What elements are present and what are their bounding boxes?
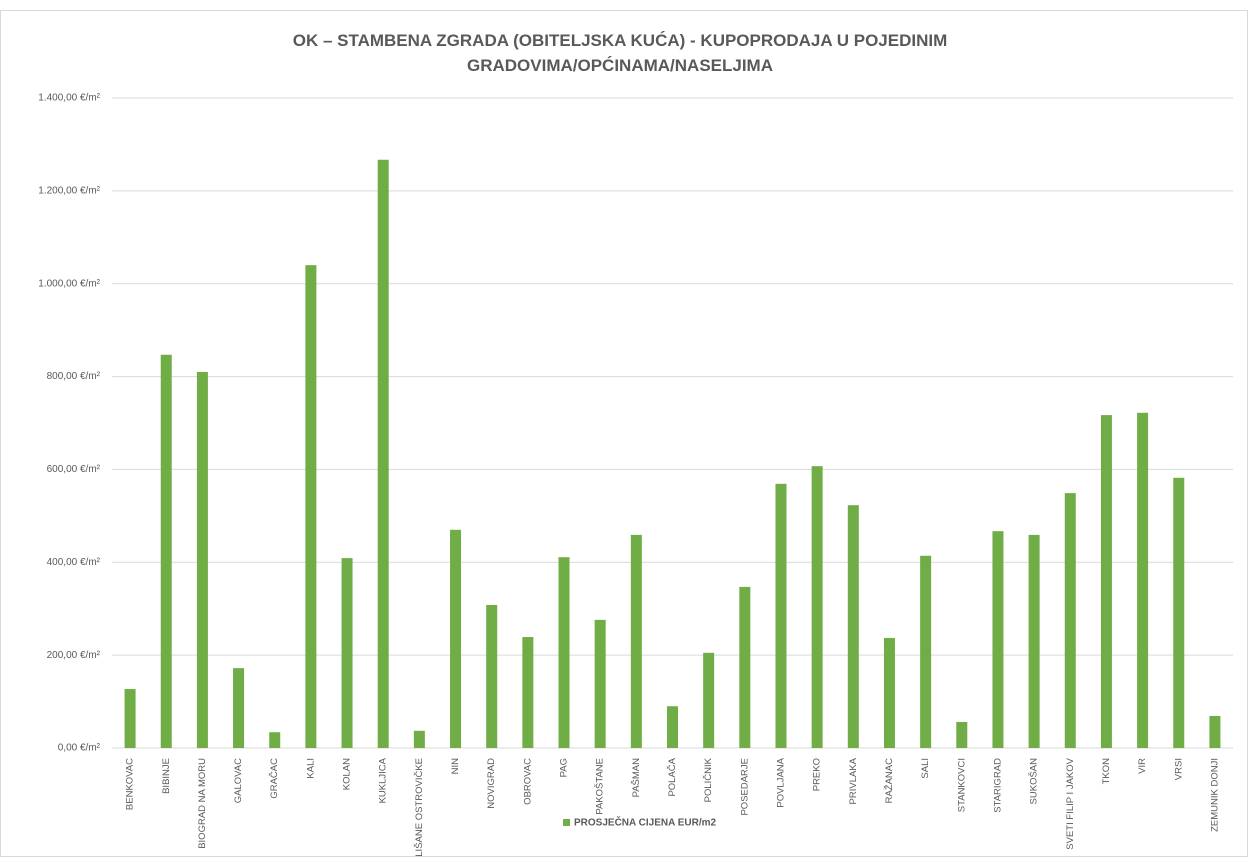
x-tick-label: NIN xyxy=(450,758,461,775)
x-tick-label: BENKOVAC xyxy=(125,758,136,810)
x-tick-label: RAŽANAC xyxy=(884,758,895,804)
x-tick-label: POVLJANA xyxy=(775,757,786,807)
bar xyxy=(1209,715,1221,748)
x-tick-label: GALOVAC xyxy=(233,758,244,803)
bar xyxy=(1100,415,1112,748)
y-tick-label: 1.400,00 €/m² xyxy=(38,93,100,104)
bar xyxy=(667,706,678,748)
x-tick-label: PAKOŠTANE xyxy=(595,758,606,815)
bar xyxy=(486,605,498,748)
bar xyxy=(630,534,642,748)
bar xyxy=(956,722,968,748)
y-tick-label: 200,00 €/m² xyxy=(47,650,101,661)
x-tick-label: PAG xyxy=(559,758,570,777)
bar xyxy=(1064,493,1076,748)
x-tick-label: KUKLJICA xyxy=(378,757,389,803)
bar xyxy=(233,668,245,748)
bar xyxy=(1137,412,1149,748)
bar xyxy=(124,689,136,748)
bar xyxy=(811,466,823,748)
bar xyxy=(377,159,389,748)
bar xyxy=(775,483,787,748)
y-tick-label: 1.200,00 €/m² xyxy=(38,185,100,196)
bar xyxy=(269,732,281,748)
y-tick-label: 800,00 €/m² xyxy=(47,371,101,382)
bar xyxy=(160,354,172,748)
x-tick-label: VRSI xyxy=(1173,758,1184,780)
bar xyxy=(413,730,425,748)
x-tick-label: STARIGRAD xyxy=(992,758,1003,813)
x-tick-label: POLIČNIK xyxy=(703,757,714,802)
bar xyxy=(196,371,208,748)
x-tick-label: SVETI FILIP I JAKOV xyxy=(1065,757,1076,849)
bar xyxy=(703,652,715,748)
x-tick-label: SALI xyxy=(920,758,931,779)
bar xyxy=(341,558,353,748)
x-tick-label: BIOGRAD NA MORU xyxy=(197,758,208,849)
legend-swatch xyxy=(563,819,570,826)
x-tick-label: OBROVAC xyxy=(522,758,533,805)
x-tick-label: KALI xyxy=(305,758,316,779)
bar xyxy=(920,555,932,748)
x-tick-label: KOLAN xyxy=(342,758,353,790)
x-tick-label: ZEMUNIK DONJI xyxy=(1209,758,1220,832)
x-tick-label: POSEDARJE xyxy=(739,758,750,816)
bar xyxy=(450,529,462,748)
x-tick-label: GRAČAC xyxy=(269,758,280,799)
bar xyxy=(883,637,895,748)
bar xyxy=(992,531,1004,748)
y-tick-label: 0,00 €/m² xyxy=(58,743,101,754)
x-tick-label: PAŠMAN xyxy=(631,758,642,798)
chart-border xyxy=(0,10,1248,857)
legend-label: PROSJEČNA CIJENA EUR/m2 xyxy=(574,816,717,829)
x-tick-label: STANKOVCI xyxy=(956,758,967,812)
x-tick-label: TKON xyxy=(1101,758,1112,785)
chart-title: OK – STAMBENA ZGRADA (OBITELJSKA KUĆA) -… xyxy=(293,31,948,75)
x-tick-label: NOVIGRAD xyxy=(486,758,497,809)
x-tick-label: VIR xyxy=(1137,758,1148,774)
bar xyxy=(1173,477,1185,748)
x-tick-label: LIŠANE OSTROVIČKE xyxy=(414,758,425,857)
x-tick-label: PREKO xyxy=(812,758,823,791)
x-tick-label: POLAČA xyxy=(667,757,678,796)
y-tick-label: 1.000,00 €/m² xyxy=(38,278,100,289)
bar xyxy=(739,586,751,748)
x-tick-label: BIBINJE xyxy=(161,758,172,794)
bar xyxy=(558,557,570,748)
bar xyxy=(594,619,606,748)
y-tick-label: 400,00 €/m² xyxy=(47,557,101,568)
bar xyxy=(847,505,859,748)
x-tick-label: PRIVLAKA xyxy=(848,757,859,804)
bar xyxy=(305,265,317,748)
y-tick-label: 600,00 €/m² xyxy=(47,464,101,475)
bar xyxy=(1028,534,1040,748)
x-tick-label: SUKOŠAN xyxy=(1029,758,1040,805)
bar xyxy=(522,637,534,748)
